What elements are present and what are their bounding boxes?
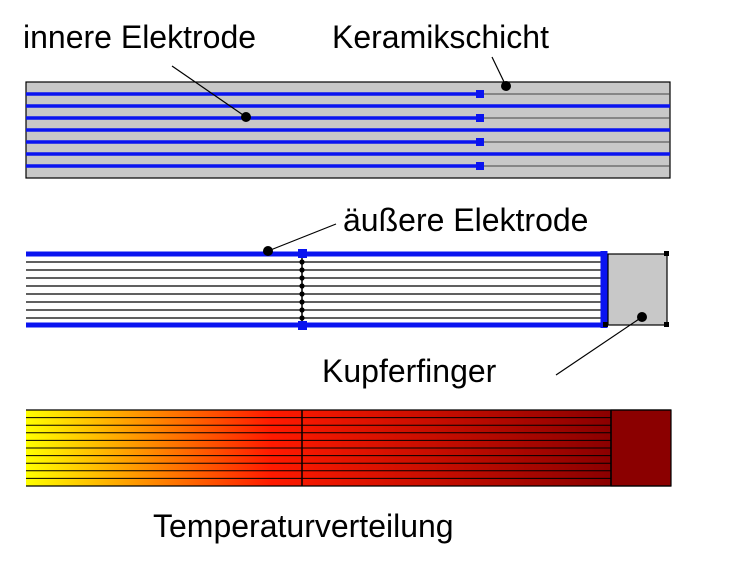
mesh-node-dot bbox=[299, 283, 305, 289]
electrode-end-marker bbox=[476, 162, 484, 170]
inner-electrode-leader bbox=[171, 65, 247, 118]
electrode-end-marker bbox=[476, 138, 484, 146]
mesh-node-dot bbox=[299, 259, 305, 265]
outer-electrode-panel bbox=[26, 249, 669, 330]
ceramic-layer-label: Keramikschicht bbox=[332, 19, 549, 55]
temperature-layer-lines bbox=[26, 417, 611, 479]
copper-finger-label: Kupferfinger bbox=[322, 353, 497, 389]
ceramic-layer-leader bbox=[491, 56, 507, 87]
mesh-node-dot bbox=[299, 267, 305, 273]
mesh-node-dot bbox=[299, 275, 305, 281]
ceramic-layer-pointer-dot bbox=[501, 81, 511, 91]
copper-corner-node bbox=[664, 322, 669, 327]
mesh-node-dot bbox=[299, 291, 305, 297]
inner-electrode-pointer-dot bbox=[241, 112, 251, 122]
copper-finger-leader bbox=[555, 316, 643, 376]
mesh-node-dot bbox=[299, 307, 305, 313]
copper-finger-hot bbox=[610, 409, 672, 487]
electrode-end-marker bbox=[476, 90, 484, 98]
copper-corner-node bbox=[603, 322, 608, 327]
copper-corner-node bbox=[664, 251, 669, 256]
outer-electrode-pointer-dot bbox=[263, 246, 273, 256]
ceramic-stack-block bbox=[26, 254, 606, 326]
annotation-leaders bbox=[171, 56, 647, 376]
inner-electrode-lines bbox=[26, 92, 670, 168]
outer-electrode-leader bbox=[267, 223, 337, 252]
inner-electrode-label: innere Elektrode bbox=[23, 19, 257, 55]
temperature-distribution-label: Temperaturverteilung bbox=[153, 508, 454, 544]
mesh-node-blue-bottom bbox=[298, 321, 307, 330]
ceramic-layer-lines-2 bbox=[26, 261, 604, 319]
inner-electrode-panel bbox=[25, 81, 671, 179]
mesh-node-dots bbox=[299, 259, 305, 321]
mesh-node-dot bbox=[299, 315, 305, 321]
outer-electrode-label: äußere Elektrode bbox=[343, 202, 589, 238]
electrode-end-markers bbox=[476, 90, 484, 170]
copper-finger-pointer-dot bbox=[637, 312, 647, 322]
copper-finger bbox=[607, 253, 668, 326]
mesh-node-blue-top bbox=[298, 249, 307, 258]
temperature-panel bbox=[26, 409, 672, 487]
electrode-end-marker bbox=[476, 114, 484, 122]
mesh-node-dot bbox=[299, 299, 305, 305]
